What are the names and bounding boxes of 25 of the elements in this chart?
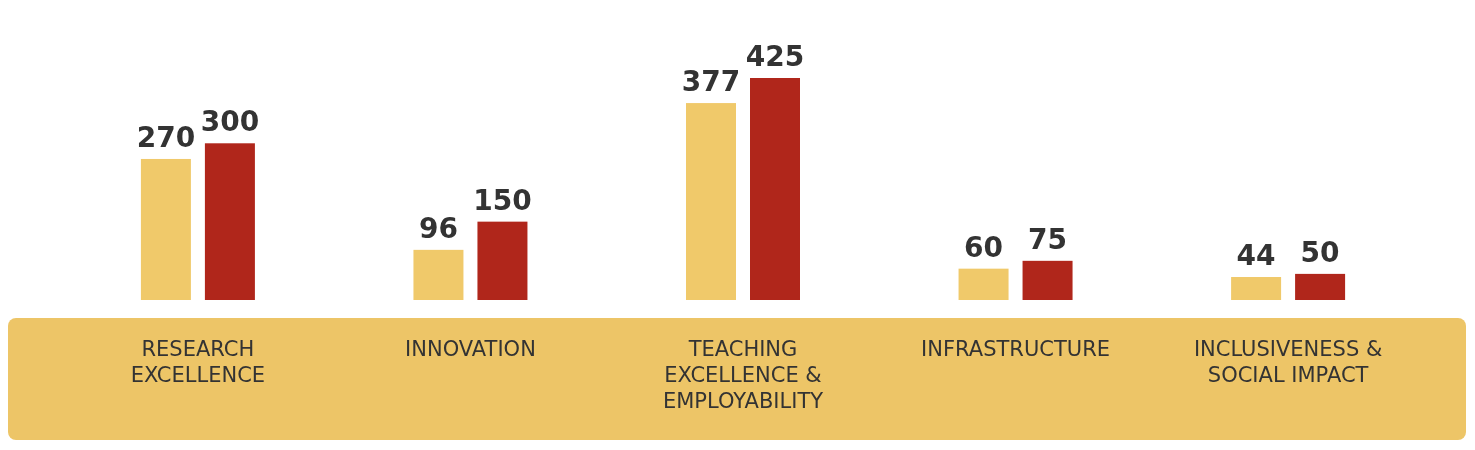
x-tick-label: RESEARCH EXCELLENCE <box>130 337 266 387</box>
data-label: 75 <box>1028 222 1068 256</box>
data-label: 60 <box>964 230 1004 264</box>
data-label: 50 <box>1300 235 1340 269</box>
bar <box>140 158 191 300</box>
x-tick-label: INCLUSIVENESS & SOCIAL IMPACT <box>1193 337 1383 387</box>
data-label: 377 <box>681 65 741 99</box>
x-tick-label: INFRASTRUCTURE <box>921 337 1111 361</box>
bar <box>1231 277 1282 300</box>
data-label: 96 <box>418 211 458 245</box>
x-tick-label: TEACHING EXCELLENCE & EMPLOYABILITY <box>662 337 824 413</box>
bar <box>958 268 1009 300</box>
bar <box>750 78 800 300</box>
bar <box>1022 260 1073 300</box>
data-label: 44 <box>1236 239 1276 273</box>
data-label: 425 <box>745 40 805 73</box>
x-tick-label: INNOVATION <box>405 337 536 361</box>
data-label: 150 <box>473 183 532 217</box>
data-label: 300 <box>200 105 260 139</box>
bar <box>477 221 528 300</box>
bar <box>686 103 736 300</box>
data-label: 270 <box>136 120 196 154</box>
bar <box>1295 273 1346 300</box>
bar <box>413 249 464 300</box>
bar <box>204 143 255 300</box>
